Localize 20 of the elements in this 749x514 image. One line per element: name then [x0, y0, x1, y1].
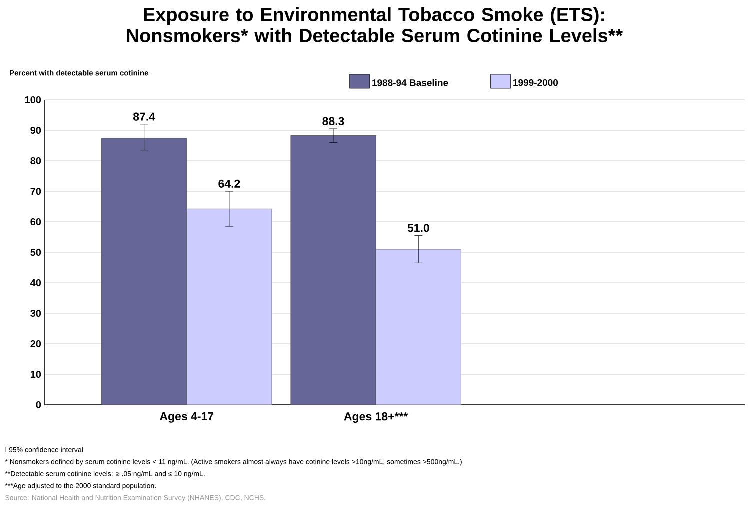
- legend-label: 1999-2000: [514, 79, 558, 86]
- chart-title: Exposure to Environmental Tobacco Smoke (ETS): Nonsmokers* with Detectable Serum Cotinine Levels**: [127, 8, 624, 42]
- y-tick-label: 30: [30, 310, 42, 318]
- y-tick-label: 40: [30, 279, 42, 287]
- legend-label: 1988-94 Baseline: [372, 79, 448, 86]
- y-tick-label: 100: [25, 96, 42, 104]
- data-label: 64.2: [218, 180, 240, 188]
- data-label: 51.0: [408, 224, 430, 232]
- y-tick-label: 90: [30, 126, 42, 134]
- y-tick-label: 70: [30, 188, 42, 196]
- y-tick-label: 80: [30, 157, 42, 165]
- y-tick-label: 20: [30, 340, 42, 348]
- y-tick-label: 50: [30, 248, 42, 256]
- y-tick-label: 10: [30, 370, 42, 378]
- data-label: 87.4: [133, 112, 156, 121]
- x-tick-label: Ages 4-17: [160, 412, 214, 423]
- x-tick-label: Ages 18+***: [344, 412, 408, 423]
- y-tick-label: 0: [36, 401, 42, 409]
- data-label: 88.3: [322, 117, 344, 126]
- y-tick-label: 60: [30, 218, 42, 226]
